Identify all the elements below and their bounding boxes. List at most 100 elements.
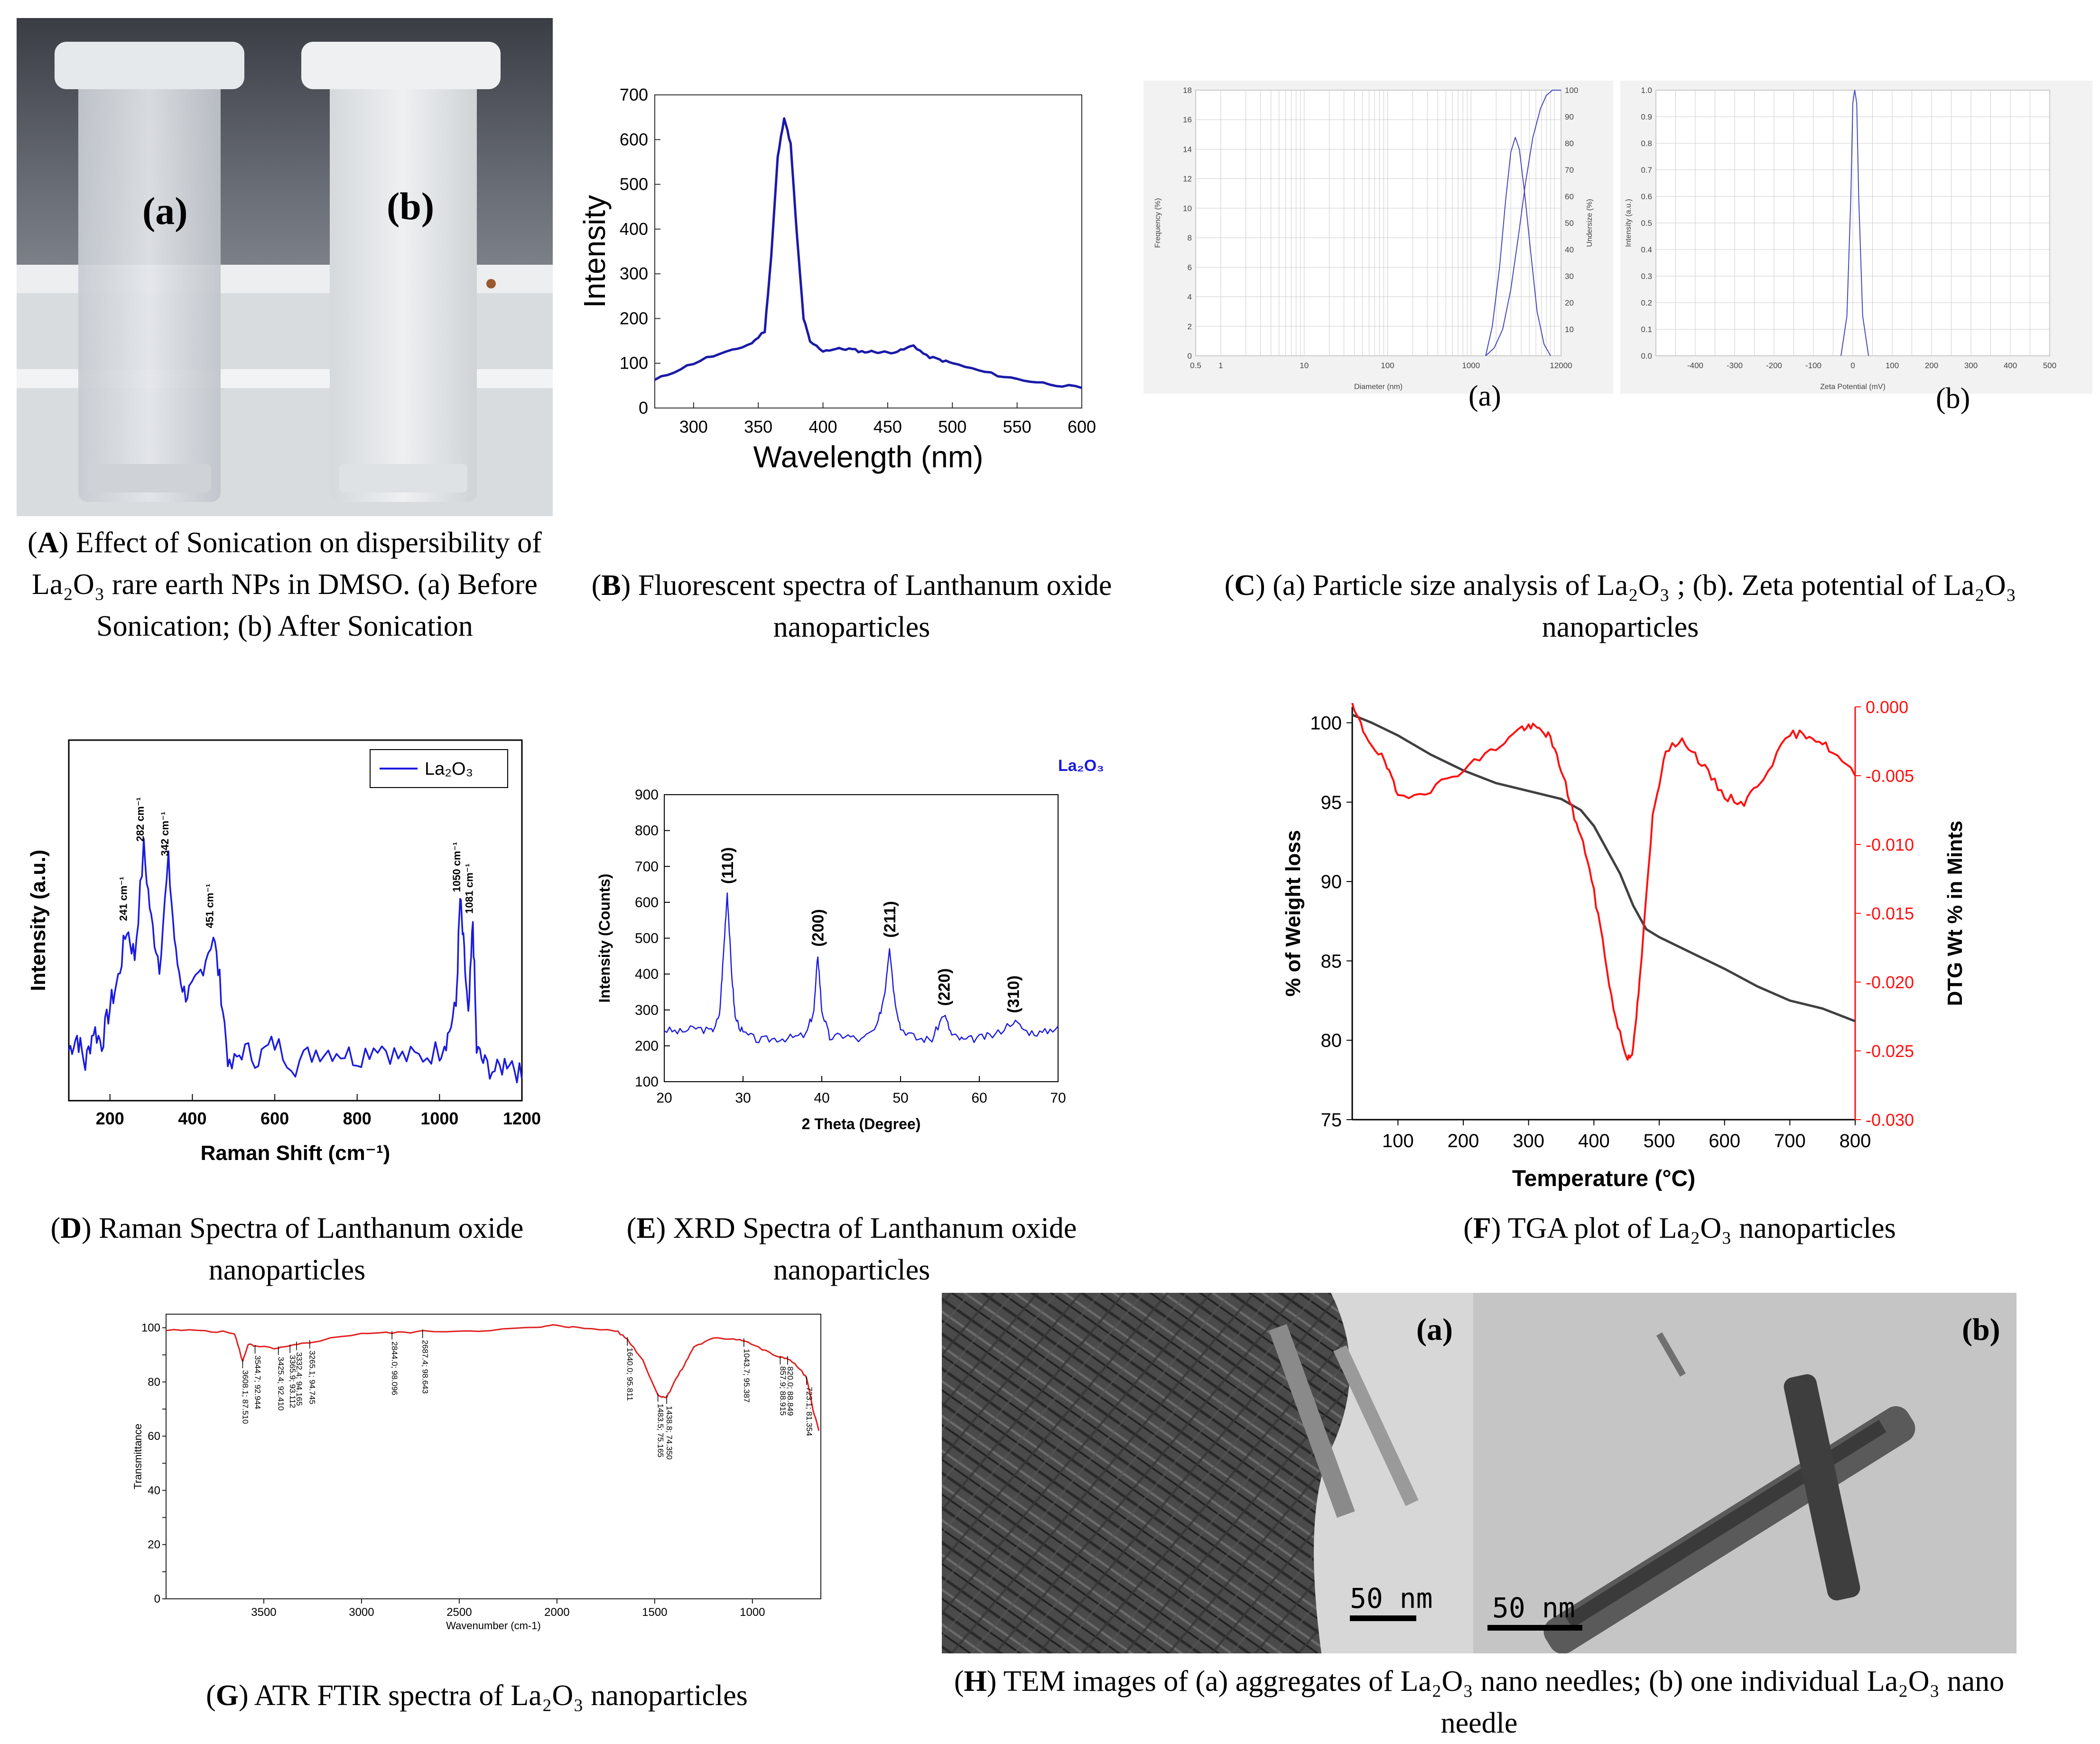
y-tick-label: 60 (148, 1430, 160, 1443)
x-axis-label: 2 Theta (Degree) (802, 1115, 921, 1132)
y2-tick-label: 90 (1565, 112, 1574, 121)
caption-a-letter: A (37, 527, 59, 559)
x-tick-label: 20 (656, 1090, 672, 1106)
x-tick-label: 1 (1218, 361, 1223, 370)
peak-annotation: 820.0; 88.849 (786, 1366, 795, 1416)
peak-annotation: 3365.9; 93.112 (288, 1355, 297, 1408)
tga-chart: 100 200 300 400 500 600 700 800 75 80 85 90 95 100 0.0… (1282, 697, 1967, 1191)
tga-line (1352, 714, 1856, 1022)
caption-f-letter: F (1473, 1212, 1491, 1244)
peak-label: 1081 cm⁻¹ (464, 863, 475, 914)
y-tick-label: 800 (635, 823, 659, 839)
undersize-curve (1485, 90, 1561, 356)
x-tick-label: 450 (873, 417, 902, 436)
caption-c: (C) (a) Particle size analysis of La₂O₃ … (1224, 569, 2016, 643)
peak-annotation: 3425.4; 92.410 (277, 1357, 286, 1410)
peak-annotation: 723.1; 81.354 (805, 1387, 814, 1436)
caption-b-text: ) Fluorescent spectra of Lanthanum oxide… (621, 569, 1112, 643)
fluorescence-chart: 300 350 400 450 500 550 600 0 100 200 300 400 500 600… (577, 85, 1096, 474)
caption-h: (H) TEM images of (a) aggregates of La₂O… (954, 1665, 2005, 1739)
peak-label: (110) (719, 847, 737, 884)
y2-axis-label: DTG Wt % in Mints (1943, 820, 1967, 1006)
y-tick-label: 500 (620, 175, 648, 194)
x-tick-label: 1500 (642, 1606, 667, 1619)
x-tick-label: 0 (1850, 361, 1855, 370)
x-axis-label: Wavelength (nm) (753, 440, 984, 474)
peak-label: (200) (809, 909, 827, 946)
y-tick-label: 4 (1188, 293, 1192, 302)
peak-label: 282 cm⁻¹ (134, 797, 146, 842)
x-axis-label: Wavenumber (cm-1) (446, 1620, 541, 1632)
y-tick-label: 0.1 (1641, 325, 1652, 334)
tem-image-a: (a) 50 nm (942, 1293, 1473, 1653)
y2-tick-label: 30 (1565, 272, 1574, 281)
x-tick-label: 3000 (349, 1606, 374, 1619)
x-tick-label: 1200 (503, 1109, 541, 1128)
peak-label: 241 cm⁻¹ (117, 877, 129, 921)
caption-c-text: ) (a) Particle size analysis of La₂O₃ ; … (1255, 569, 2016, 643)
frequency-curve (1485, 137, 1551, 356)
tube-b-label: (b) (387, 185, 435, 228)
peak-annotation: 1640.0; 95.811 (625, 1348, 634, 1401)
y2-tick-label: 50 (1565, 219, 1574, 228)
y-tick-label: 10 (1183, 204, 1192, 213)
plot-frame (654, 94, 1082, 408)
caption-b-letter: B (601, 569, 621, 602)
peak-label: 1050 cm⁻¹ (451, 842, 463, 892)
caption-h-letter: H (964, 1665, 987, 1698)
y-tick-label: 100 (620, 353, 648, 373)
tem-b-scale-label: 50 nm (1492, 1592, 1575, 1624)
x-tick-label: -100 (1805, 361, 1821, 370)
x-tick-label: 200 (1448, 1131, 1479, 1151)
y2-tick-label: -0.010 (1866, 835, 1914, 854)
peak-label: (220) (935, 968, 953, 1006)
x-tick-label: 100 (1381, 361, 1394, 370)
y-tick-label: 8 (1188, 233, 1192, 242)
x-tick-label: 300 (1513, 1131, 1544, 1151)
x-tick-label: 300 (1964, 361, 1978, 370)
x-tick-label: 50 (892, 1090, 908, 1106)
peak-label: (211) (881, 901, 899, 938)
ftir-line (166, 1324, 820, 1431)
y-tick-label: 400 (620, 219, 648, 239)
y-tick-label: 2 (1188, 322, 1192, 331)
y-tick-label: 90 (1321, 872, 1342, 892)
y-tick-label: 20 (148, 1539, 160, 1551)
y-tick-label: 0 (639, 398, 648, 417)
y-tick-label: 0.7 (1641, 166, 1652, 175)
peak-annotation: 2687.4; 98.643 (421, 1340, 430, 1393)
peak-annotation: 3332.4; 94.165 (295, 1352, 304, 1406)
x-tick-label: 200 (96, 1109, 124, 1128)
y-tick-label: 900 (635, 787, 659, 803)
x-tick-label: 350 (744, 417, 772, 436)
raman-line (68, 837, 523, 1084)
x-tick-label: -300 (1727, 361, 1743, 370)
y-tick-label: 80 (1321, 1030, 1342, 1051)
y-tick-label: 700 (635, 859, 659, 874)
caption-f-text: ) TGA plot of La₂O₃ nanoparticles (1491, 1212, 1896, 1244)
y2-tick-label: 10 (1565, 325, 1574, 334)
y-tick-label: 95 (1321, 792, 1342, 813)
x-tick-label: 500 (1644, 1131, 1675, 1151)
y-axis-label: Frequency (%) (1154, 198, 1162, 248)
zeta-curve (1840, 90, 1869, 356)
y-axis-label: Intensity (Counts) (596, 874, 613, 1003)
x-tick-label: 1000 (1462, 361, 1480, 370)
tem-a-scale-label: 50 nm (1350, 1582, 1433, 1614)
y-tick-label: 100 (635, 1074, 659, 1090)
caption-d-text: ) Raman Spectra of Lanthanum oxide nanop… (82, 1212, 524, 1286)
x-axis-label: Raman Shift (cm⁻¹) (201, 1141, 390, 1165)
raman-chart: 200 400 600 800 1000 1200 Raman Shift (cm⁻¹) In… (27, 739, 541, 1165)
x-tick-label: 400 (1578, 1131, 1610, 1151)
tube-a-label: (a) (142, 189, 188, 232)
ftir-chart: 3500 3000 2500 2000 1500 1000 0 20 40 60 80 100 Wave… (132, 1314, 821, 1632)
legend-label: La₂O₃ (425, 759, 473, 779)
x-tick-label: 500 (938, 417, 966, 436)
x-tick-label: 0.5 (1190, 361, 1201, 370)
caption-d: (D) Raman Spectra of Lanthanum oxide nan… (50, 1212, 524, 1286)
x-tick-label: 700 (1774, 1131, 1806, 1151)
peak-annotation: 1438.8; 74.350 (665, 1406, 674, 1459)
x-axis-label: Zeta Potential (mV) (1820, 383, 1886, 391)
plot-frame (1195, 90, 1561, 356)
peak-annotation: 1483.5; 75.165 (656, 1403, 665, 1457)
